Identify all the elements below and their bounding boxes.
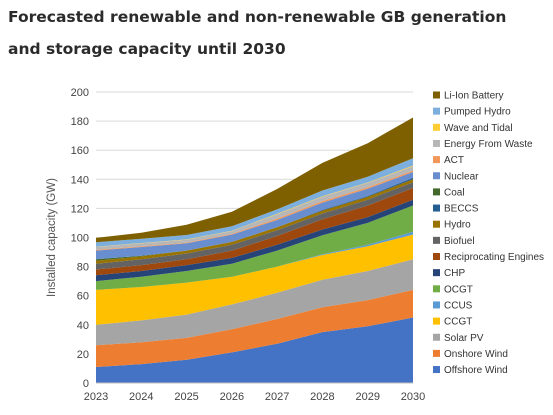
- legend-label-ccgt: CCGT: [444, 317, 472, 328]
- legend-label-coal: Coal: [444, 187, 465, 198]
- legend-label-ccus: CCUS: [444, 300, 473, 311]
- y-tick-label-7: 140: [71, 174, 89, 186]
- y-tick-label-0: 0: [83, 378, 89, 390]
- area-onshore-wind: [96, 289, 413, 367]
- legend-swatch-hydro: [433, 220, 440, 228]
- y-tick-label-1: 20: [77, 349, 89, 361]
- y-tick-label-6: 120: [71, 203, 89, 215]
- x-tick-label-6: 2029: [355, 391, 379, 403]
- legend-label-act: ACT: [444, 155, 464, 166]
- area-solar-pv: [96, 259, 413, 346]
- legend-swatch-coal: [433, 188, 440, 196]
- legend-label-beccs: BECCS: [444, 204, 479, 215]
- legend-label-reciprocating-engines: Reciprocating Engines: [444, 252, 544, 263]
- y-tick-label-5: 100: [71, 233, 89, 245]
- legend-swatch-ccgt: [433, 317, 440, 325]
- legend-label-chp: CHP: [444, 268, 465, 279]
- y-tick-label-9: 180: [71, 116, 89, 128]
- legend-swatch-nuclear: [433, 172, 440, 180]
- legend: Li-Ion Battery Pumped Hydro Wave and Tidal…: [433, 91, 544, 376]
- legend-swatch-solar-pv: [433, 333, 440, 341]
- x-tick-label-0: 2023: [84, 391, 108, 403]
- area-biofuel: [96, 182, 413, 270]
- legend-label-nuclear: Nuclear: [444, 171, 479, 182]
- x-tick-label-2: 2025: [174, 391, 198, 403]
- legend-swatch-wave-and-tidal: [433, 123, 440, 131]
- y-tick-label-4: 80: [77, 262, 89, 274]
- chart-title-line-1: Forecasted renewable and non-renewable G…: [8, 8, 507, 26]
- legend-swatch-act: [433, 156, 440, 164]
- legend-swatch-reciprocating-engines: [433, 253, 440, 260]
- legend-swatch-li-ion-battery: [433, 91, 440, 99]
- axes: 0 20 40 60 80 100 120 140 160 180 200 2023 2024 2025 2…: [71, 87, 426, 403]
- legend-label-onshore-wind: Onshore Wind: [444, 349, 508, 360]
- y-axis-label: Installed capacity (GW): [46, 178, 58, 297]
- y-tick-label-10: 200: [71, 87, 89, 99]
- legend-swatch-onshore-wind: [433, 349, 440, 357]
- x-tick-label-3: 2026: [220, 391, 244, 403]
- y-tick-label-2: 40: [77, 320, 89, 332]
- area-li-ion-battery: [96, 117, 413, 243]
- legend-label-solar-pv: Solar PV: [444, 333, 484, 344]
- legend-label-offshore-wind: Offshore Wind: [444, 365, 508, 376]
- legend-label-wave-and-tidal: Wave and Tidal: [444, 123, 513, 134]
- area-reciprocating-engines: [96, 188, 413, 276]
- legend-swatch-pumped-hydro: [433, 107, 440, 115]
- area-chp: [96, 199, 413, 282]
- y-tick-label-3: 60: [77, 291, 89, 303]
- x-tick-label-5: 2028: [310, 391, 334, 403]
- legend-label-energy-from-waste: Energy From Waste: [444, 139, 533, 150]
- area-nuclear: [96, 172, 413, 260]
- y-tick-label-8: 160: [71, 145, 89, 157]
- x-tick-label-7: 2030: [401, 391, 425, 403]
- area-offshore-wind: [96, 317, 413, 383]
- legend-swatch-offshore-wind: [433, 366, 440, 374]
- legend-label-pumped-hydro: Pumped Hydro: [444, 107, 511, 118]
- legend-label-hydro: Hydro: [444, 220, 471, 231]
- legend-swatch-biofuel: [433, 236, 440, 244]
- legend-swatch-ccus: [433, 301, 440, 309]
- legend-swatch-chp: [433, 269, 440, 277]
- x-tick-label-1: 2024: [129, 391, 153, 403]
- legend-swatch-beccs: [433, 204, 440, 212]
- legend-label-biofuel: Biofuel: [444, 236, 475, 247]
- legend-label-li-ion-battery: Li-Ion Battery: [444, 91, 503, 102]
- area-series: [96, 117, 413, 383]
- area-ccgt: [96, 234, 413, 325]
- area-ocgt: [96, 205, 413, 290]
- x-tick-label-4: 2027: [265, 391, 289, 403]
- legend-swatch-ocgt: [433, 285, 440, 293]
- legend-swatch-energy-from-waste: [433, 139, 440, 147]
- chart-title-line-2: and storage capacity until 2030: [8, 40, 286, 58]
- legend-label-ocgt: OCGT: [444, 284, 473, 295]
